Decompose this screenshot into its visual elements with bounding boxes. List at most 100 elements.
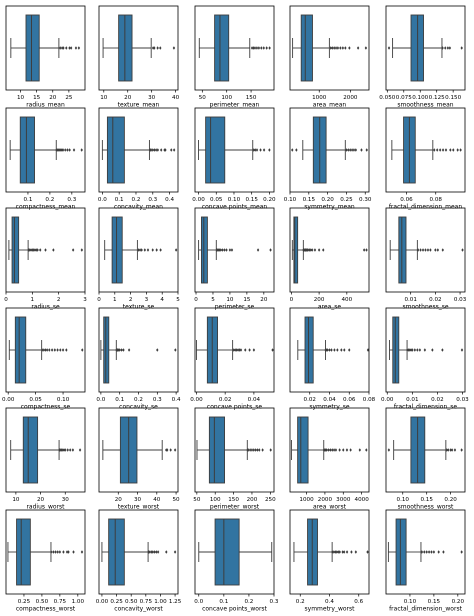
outlier-point bbox=[173, 550, 177, 554]
x-tick-label: 0.20 bbox=[263, 197, 276, 203]
outlier-point bbox=[252, 148, 256, 152]
x-axis-label: texture_mean bbox=[118, 102, 160, 109]
x-tick-label: 0.75 bbox=[54, 599, 67, 605]
x-axis-label: compactness_mean bbox=[16, 204, 76, 211]
outlier-point bbox=[341, 550, 344, 554]
x-axis-label: area_se bbox=[318, 304, 342, 311]
outlier-point bbox=[310, 248, 314, 252]
plot-frame bbox=[98, 107, 179, 193]
plot-frame bbox=[385, 207, 466, 293]
x-tick-label: 1000 bbox=[299, 497, 314, 503]
outlier-point bbox=[335, 550, 339, 554]
outlier-point bbox=[248, 448, 252, 452]
outlier-point bbox=[409, 348, 413, 352]
outlier-point bbox=[327, 448, 330, 452]
outlier-point bbox=[68, 46, 71, 50]
outlier-point bbox=[447, 448, 450, 452]
outlier-point bbox=[308, 248, 311, 252]
x-tick-label: 2000 bbox=[318, 497, 333, 503]
outlier-point bbox=[338, 550, 341, 554]
outlier-point bbox=[32, 248, 35, 252]
x-tick-label: 1.00 bbox=[72, 599, 85, 605]
outlier-point bbox=[348, 148, 352, 152]
x-tick-label: 0.15 bbox=[245, 197, 258, 203]
outlier-point bbox=[156, 46, 159, 50]
x-tick-label: 5 bbox=[176, 297, 180, 303]
outlier-point bbox=[387, 448, 391, 452]
plot-frame bbox=[5, 407, 86, 493]
outlier-point bbox=[143, 248, 147, 252]
x-tick-label: 0.125 bbox=[429, 95, 445, 101]
x-axis-label: area_mean bbox=[313, 102, 347, 109]
outlier-point bbox=[366, 550, 369, 554]
x-tick-label: 15 bbox=[243, 297, 251, 303]
outlier-point bbox=[65, 46, 68, 50]
plot-frame bbox=[5, 107, 86, 193]
outlier-point bbox=[309, 248, 312, 252]
outlier-point bbox=[58, 550, 62, 554]
x-tick-label: 0.20 bbox=[321, 197, 334, 203]
outlier-point bbox=[430, 550, 433, 554]
x-tick-label: 20 bbox=[37, 497, 45, 503]
outlier-point bbox=[54, 550, 57, 554]
outlier-point bbox=[41, 348, 44, 352]
iqr-box bbox=[11, 216, 20, 284]
iqr-box bbox=[297, 416, 309, 484]
outlier-point bbox=[153, 46, 156, 50]
x-tick-label: 0.02 bbox=[429, 297, 441, 303]
x-tick-label: 0.100 bbox=[412, 95, 428, 101]
x-tick-label: 0.25 bbox=[340, 197, 353, 203]
outlier-point bbox=[42, 348, 46, 352]
x-tick-label: 0.2 bbox=[244, 599, 253, 605]
outlier-point bbox=[339, 46, 342, 50]
outlier-point bbox=[48, 348, 51, 352]
x-tick-label: 0.50 bbox=[125, 599, 138, 605]
x-axis-label: fractal_dimension_worst bbox=[389, 606, 463, 613]
iqr-box bbox=[200, 216, 208, 284]
outlier-point bbox=[71, 248, 75, 252]
outlier-point bbox=[65, 348, 68, 352]
outlier-point bbox=[416, 348, 419, 352]
outlier-point bbox=[52, 248, 55, 252]
x-axis-label: concavity_worst bbox=[114, 606, 163, 613]
outlier-point bbox=[155, 550, 158, 554]
outlier-point bbox=[291, 148, 294, 152]
outlier-point bbox=[228, 248, 232, 252]
outlier-point bbox=[306, 248, 310, 252]
x-tick-label: 50 bbox=[193, 497, 201, 503]
outlier-point bbox=[156, 148, 160, 152]
outlier-point bbox=[61, 148, 65, 152]
x-tick-label: 0.0 bbox=[98, 197, 107, 203]
x-tick-label: 0.2 bbox=[134, 397, 143, 403]
outlier-point bbox=[452, 148, 455, 152]
outlier-point bbox=[345, 550, 349, 554]
outlier-point bbox=[411, 348, 414, 352]
outlier-point bbox=[445, 448, 449, 452]
iqr-box bbox=[106, 116, 125, 184]
outlier-point bbox=[257, 46, 261, 50]
outlier-point bbox=[58, 46, 62, 50]
outlier-point bbox=[36, 248, 39, 252]
x-tick-label: 0.00 bbox=[2, 397, 15, 403]
x-tick-label: 25 bbox=[65, 95, 73, 101]
plot-frame bbox=[194, 207, 275, 293]
boxplot-area-worst: 1000 2000 3000 4000 area_worst bbox=[289, 407, 370, 511]
iqr-box bbox=[25, 14, 40, 82]
plot-frame bbox=[289, 207, 370, 293]
outlier-point bbox=[317, 248, 321, 252]
outlier-point bbox=[349, 448, 352, 452]
outlier-point bbox=[313, 248, 317, 252]
outlier-point bbox=[156, 348, 159, 352]
outlier-point bbox=[77, 46, 81, 50]
outlier-point bbox=[62, 448, 66, 452]
outlier-point bbox=[365, 148, 368, 152]
outlier-point bbox=[408, 348, 412, 352]
x-tick-label: 0.03 bbox=[456, 397, 469, 403]
outlier-point bbox=[334, 46, 338, 50]
outlier-point bbox=[432, 550, 436, 554]
